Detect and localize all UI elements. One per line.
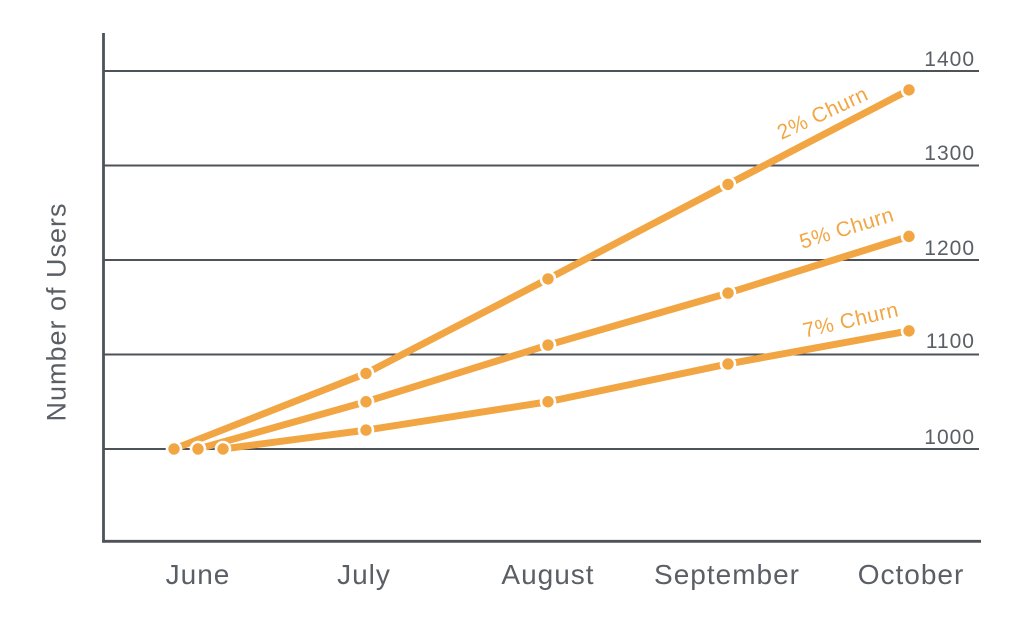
x-tick-september: September (654, 559, 800, 590)
x-tick-july: July (337, 559, 391, 590)
y-tick-1100: 1100 (925, 330, 975, 353)
data-point-september-7-churn (719, 355, 737, 373)
y-tick-1000: 1000 (924, 426, 975, 449)
data-point-august-7-churn (539, 393, 557, 411)
data-point-october-2-churn (900, 81, 918, 99)
x-tick-august: August (501, 559, 595, 590)
data-point-august-2-churn (539, 270, 557, 288)
x-tick-june: June (165, 559, 231, 590)
y-tick-1400: 1400 (924, 48, 975, 71)
data-point-september-5-churn (719, 284, 737, 302)
data-point-july-5-churn (357, 393, 375, 411)
data-point-september-2-churn (719, 176, 737, 193)
data-point-october-7-churn (900, 322, 918, 340)
data-point-july-2-churn (357, 365, 375, 382)
y-tick-1300: 1300 (924, 142, 975, 165)
data-point-june-5-churn (189, 440, 207, 458)
data-point-october-5-churn (900, 228, 918, 245)
data-point-june-7-churn (214, 440, 232, 458)
data-point-august-5-churn (539, 336, 557, 354)
y-tick-1200: 1200 (924, 237, 975, 260)
y-axis-title: Number of Users (41, 202, 72, 422)
x-tick-october: October (857, 559, 965, 590)
data-point-june-2-churn (165, 440, 183, 458)
data-point-july-7-churn (357, 421, 375, 439)
